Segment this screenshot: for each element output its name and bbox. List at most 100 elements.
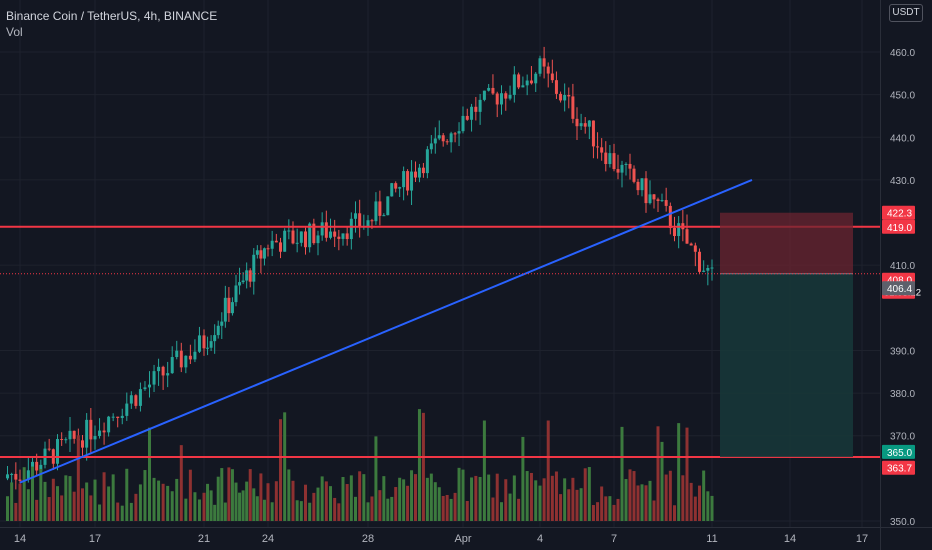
- candle-body: [417, 167, 421, 178]
- candle-body: [652, 194, 656, 200]
- time-axis-tick-label: 17: [856, 533, 868, 545]
- volume-bar: [354, 496, 357, 521]
- price-tag-value: 422.3: [887, 209, 912, 220]
- volume-bar: [266, 483, 270, 521]
- candle-body: [206, 347, 210, 349]
- price-tag: [882, 281, 915, 296]
- volume-bar: [534, 480, 538, 521]
- volume-bar: [56, 486, 59, 521]
- candle-body: [299, 231, 303, 243]
- candle-body: [193, 351, 197, 360]
- candle-body: [386, 196, 390, 216]
- candle-body: [390, 183, 394, 197]
- volume-bar: [465, 501, 469, 521]
- candle-body: [161, 366, 165, 376]
- volume-bar: [689, 482, 693, 521]
- price-axis-tick-label: 460.0: [890, 48, 915, 59]
- candle-body: [202, 335, 206, 349]
- volume-bar: [660, 441, 664, 521]
- volume-bar: [591, 505, 595, 521]
- volume-bar: [386, 498, 390, 521]
- volume-bar: [148, 427, 151, 521]
- candle-body: [6, 474, 9, 479]
- volume-bar: [693, 496, 697, 521]
- volume-bar: [14, 502, 18, 521]
- candle-body: [421, 167, 425, 174]
- currency-button[interactable]: USDT: [889, 4, 923, 22]
- candle-body: [587, 120, 591, 127]
- candle-body: [89, 419, 93, 440]
- volume-bar: [567, 489, 571, 521]
- trend-line[interactable]: [19, 178, 753, 484]
- volume-bar: [248, 469, 252, 521]
- volume-bar: [382, 476, 386, 521]
- candle-body: [102, 430, 106, 433]
- volume-bar: [129, 502, 133, 521]
- candle-body: [624, 163, 628, 165]
- candle-body: [693, 245, 697, 252]
- candle-body: [234, 285, 238, 303]
- volume-bar: [279, 419, 282, 521]
- volume-bar: [538, 485, 542, 521]
- candle-body: [252, 254, 256, 282]
- volume-bar: [702, 470, 706, 521]
- volume-bar: [374, 436, 378, 521]
- price-tag-value: 365.0: [887, 448, 912, 459]
- take-profit-zone[interactable]: [720, 273, 853, 458]
- volume-bar: [238, 492, 242, 521]
- volume-bar: [157, 480, 161, 521]
- volume-bar: [308, 502, 312, 521]
- volume-bar: [320, 476, 324, 521]
- candle-body: [18, 479, 22, 481]
- volume-bar: [640, 484, 644, 521]
- volume-bar: [421, 412, 425, 521]
- price-axis-tick-label: 370.0: [890, 432, 915, 443]
- volume-bar: [68, 476, 72, 521]
- stop-loss-zone[interactable]: [720, 212, 853, 274]
- candle-body: [710, 267, 714, 269]
- volume-bar: [31, 466, 34, 521]
- volume-bar: [358, 471, 362, 521]
- candle-body: [238, 282, 242, 286]
- candle-body: [591, 120, 595, 147]
- candle-body: [134, 395, 138, 406]
- volume-bar: [312, 492, 316, 521]
- volume-bar: [85, 482, 89, 521]
- volume-bar: [299, 501, 303, 521]
- volume-bar: [259, 473, 263, 521]
- volume-bar: [102, 472, 106, 521]
- volume-bar: [604, 496, 608, 521]
- candle-body: [521, 85, 525, 88]
- volume-bar: [64, 475, 68, 521]
- time-axis-tick-label: 24: [262, 533, 274, 545]
- candle-body: [406, 171, 410, 191]
- candle-body: [495, 93, 499, 105]
- volume-bar: [213, 504, 217, 521]
- volume-bar: [664, 474, 668, 521]
- candle-body: [81, 440, 84, 448]
- volume-bar: [304, 484, 307, 521]
- candle-body: [604, 152, 608, 165]
- price-axis-tick-label: 440.0: [890, 133, 915, 144]
- candle-body: [660, 200, 664, 202]
- candle-body: [230, 302, 234, 314]
- candle-body: [227, 297, 231, 314]
- volume-bar: [706, 491, 710, 521]
- volume-bar: [457, 467, 461, 521]
- candle-body: [685, 229, 689, 244]
- candle-body: [60, 439, 64, 441]
- candle-body: [632, 168, 636, 182]
- candle-body: [644, 178, 648, 204]
- volume-bar: [596, 502, 600, 521]
- candle-body: [329, 231, 332, 238]
- candle-body: [457, 131, 461, 134]
- candle-body: [341, 233, 345, 239]
- volume-bar: [89, 495, 93, 521]
- candle-body: [129, 395, 133, 404]
- candle-body: [166, 373, 170, 376]
- candle-body: [374, 201, 378, 222]
- candle-body: [184, 355, 188, 368]
- candle-body: [664, 200, 668, 206]
- volume-bar: [134, 493, 138, 521]
